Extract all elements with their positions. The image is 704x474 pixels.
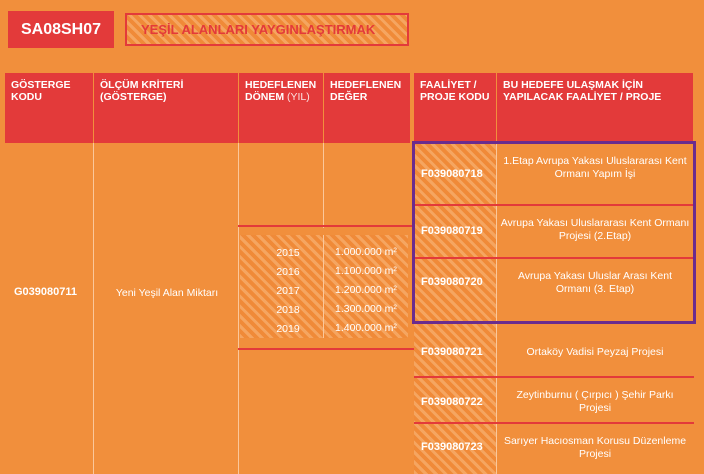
target-value: 1.400.000 m²: [335, 322, 397, 334]
activity-code-column: [414, 143, 496, 474]
row-separator: [414, 422, 694, 424]
target-year: 2018: [276, 304, 300, 316]
activity-name: 1.Etap Avrupa Yakası Uluslararası Kent O…: [503, 155, 687, 180]
activity-name: Avrupa Yakası Uluslararası Kent Ormanı P…: [500, 217, 690, 242]
target-year: 2016: [276, 266, 300, 278]
activity-code: F039080718: [421, 168, 483, 180]
activity-code: F039080721: [421, 346, 483, 358]
target-year: 2019: [276, 323, 300, 335]
column-divider: [496, 143, 497, 474]
indicator-name: Yeni Yeşil Alan Miktarı: [115, 287, 219, 299]
header-olcum-kriteri-sub: (GÖSTERGE): [100, 91, 167, 103]
header-donem-label: HEDEFLENEN DÖNEM: [245, 79, 317, 103]
section-title-text: YEŞİL ALANLARI YAYGINLAŞTIRMAK: [141, 22, 376, 37]
row-separator: [415, 204, 693, 206]
activity-code: F039080720: [421, 276, 483, 288]
header-olcum-kriteri: ÖLÇÜM KRİTERİ (GÖSTERGE): [94, 73, 238, 143]
header-gosterge-kodu: GÖSTERGE KODU: [5, 73, 93, 143]
indicator-code: G039080711: [14, 286, 78, 298]
target-value: 1.300.000 m²: [335, 303, 397, 315]
targets-bottom-rule: [238, 348, 414, 350]
targets-block: 2015 1.000.000 m² 2016 1.100.000 m² 2017…: [240, 235, 408, 338]
target-value: 1.100.000 m²: [335, 265, 397, 277]
header-faaliyet-kodu: FAALİYET / PROJE KODU: [414, 73, 496, 143]
activity-code: F039080722: [421, 396, 483, 408]
header-olcum-kriteri-label: ÖLÇÜM KRİTERİ: [100, 79, 184, 91]
header-faaliyet-kodu-label: FAALİYET / PROJE KODU: [420, 79, 490, 103]
header-gosterge-kodu-label: GÖSTERGE KODU: [11, 79, 71, 103]
target-year: 2015: [276, 247, 300, 259]
header-deger-label: HEDEFLENEN DEĞER: [330, 79, 402, 103]
header-donem: HEDEFLENEN DÖNEM (YIL): [239, 73, 323, 143]
activity-name: Ortaköy Vadisi Peyzaj Projesi: [526, 346, 664, 358]
column-divider: [93, 143, 94, 474]
column-divider: [238, 143, 239, 474]
highlight-frame: [412, 141, 696, 324]
targets-divider: [323, 235, 324, 338]
header-donem-unit: (YIL): [287, 91, 310, 103]
activity-name: Sarıyer Hacıosman Korusu Düzenleme Proje…: [503, 435, 687, 460]
row-separator: [414, 376, 694, 378]
header-deger: HEDEFLENEN DEĞER: [324, 73, 410, 143]
activity-code: F039080719: [421, 225, 483, 237]
section-code-badge: SA08SH07: [8, 11, 114, 48]
activity-name: Zeytinburnu ( Çırpıcı ) Şehir Parkı Proj…: [516, 389, 674, 414]
row-separator: [415, 257, 693, 259]
column-divider: [323, 143, 324, 228]
section-title: YEŞİL ALANLARI YAYGINLAŞTIRMAK: [125, 13, 409, 46]
activity-code: F039080723: [421, 441, 483, 453]
target-value: 1.000.000 m²: [335, 246, 397, 258]
header-faaliyet-adi-label: BU HEDEFE ULAŞMAK İÇİN YAPILACAK FAALİYE…: [503, 79, 662, 103]
targets-top-rule: [238, 225, 414, 227]
target-year: 2017: [276, 285, 300, 297]
header-faaliyet-adi: BU HEDEFE ULAŞMAK İÇİN YAPILACAK FAALİYE…: [497, 73, 693, 143]
activity-name: Avrupa Yakası Uluslar Arası Kent Ormanı …: [517, 270, 673, 295]
target-value: 1.200.000 m²: [335, 284, 397, 296]
